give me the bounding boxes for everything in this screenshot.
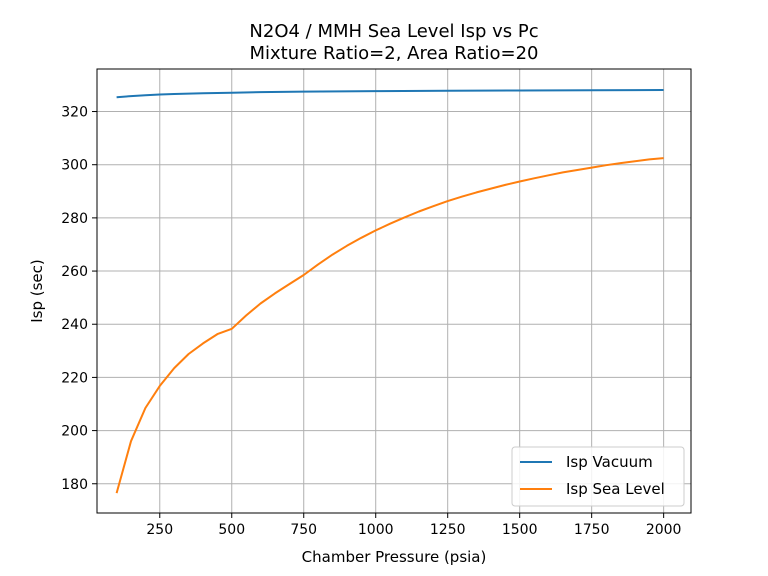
chart-title: N2O4 / MMH Sea Level Isp vs Pc (249, 21, 538, 42)
x-axis-ticks: 250 500 750 1000 1250 1500 1750 2000 (146, 513, 681, 538)
y-tick-label: 180 (61, 477, 88, 493)
grid (97, 69, 691, 513)
chart-subtitle: Mixture Ratio=2, Area Ratio=20 (250, 43, 539, 64)
x-tick-label: 1500 (502, 522, 538, 538)
y-tick-label: 240 (61, 317, 88, 333)
x-tick-label: 500 (218, 522, 245, 538)
legend-label-isp-vacuum: Isp Vacuum (566, 453, 653, 471)
x-tick-label: 2000 (646, 522, 682, 538)
x-tick-label: 750 (290, 522, 317, 538)
y-axis-ticks: 180 200 220 240 260 280 300 320 (61, 105, 97, 493)
plot-area-frame (96, 68, 692, 514)
series-layer (115, 89, 664, 494)
y-tick-label: 320 (61, 105, 88, 121)
y-axis-label: Isp (sec) (28, 259, 46, 323)
series-line-isp-sea-level (115, 157, 664, 494)
legend-label-isp-sea-level: Isp Sea Level (566, 480, 665, 498)
x-tick-label: 1750 (574, 522, 610, 538)
y-tick-label: 280 (61, 211, 88, 227)
x-axis-label: Chamber Pressure (psia) (302, 548, 487, 566)
y-tick-label: 300 (61, 158, 88, 174)
legend-box (511, 446, 685, 507)
series-line-isp-vacuum (116, 89, 664, 99)
y-tick-label: 200 (61, 424, 88, 440)
x-tick-label: 1250 (430, 522, 466, 538)
legend: Isp Vacuum Isp Sea Level (511, 446, 685, 507)
x-tick-label: 250 (146, 522, 173, 538)
y-tick-label: 220 (61, 370, 88, 386)
x-tick-label: 1000 (358, 522, 394, 538)
y-tick-label: 260 (61, 264, 88, 280)
